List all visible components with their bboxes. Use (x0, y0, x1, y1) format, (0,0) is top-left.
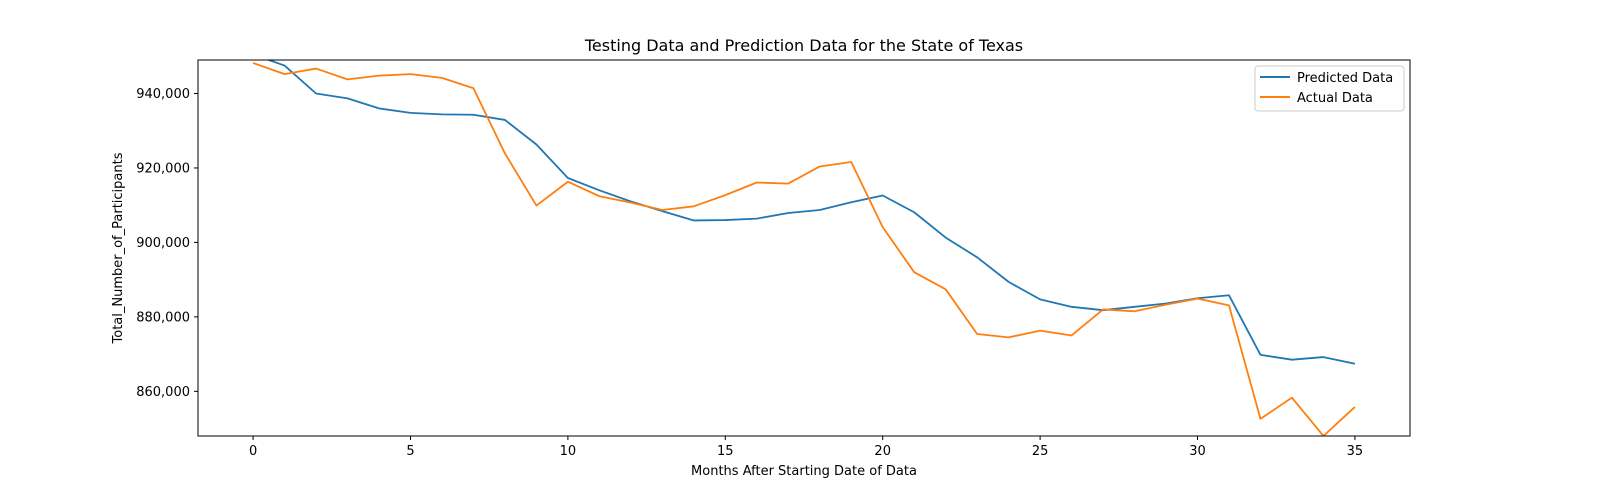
x-tick-label: 0 (249, 444, 257, 459)
legend-box (1254, 65, 1405, 112)
legend: Predicted Data Actual Data (1254, 65, 1405, 112)
x-tick-label: 15 (717, 444, 734, 459)
chart-title: Testing Data and Prediction Data for the… (584, 36, 1023, 55)
x-axis-label: Months After Starting Date of Data (691, 464, 917, 479)
y-axis: 860,000 880,000 900,000 920,000 940,000 (136, 87, 198, 400)
x-tick-label: 10 (560, 444, 577, 459)
y-axis-label: Total_Number_of_Participants (111, 152, 126, 344)
y-tick-label: 920,000 (136, 161, 190, 176)
x-axis: 0 5 10 15 20 25 30 35 (249, 436, 1363, 459)
x-tick-label: 30 (1189, 444, 1206, 459)
legend-label-actual: Actual Data (1297, 91, 1373, 106)
series-line-actual (252, 62, 1356, 436)
x-tick-label: 25 (1032, 444, 1049, 459)
series-layer (252, 60, 1356, 436)
plot-frame (197, 59, 1411, 437)
x-tick-label: 35 (1347, 444, 1364, 459)
legend-label-predicted: Predicted Data (1297, 71, 1393, 86)
y-tick-label: 900,000 (136, 236, 190, 251)
x-tick-label: 20 (874, 444, 891, 459)
y-tick-label: 860,000 (136, 385, 190, 400)
series-line-predicted (266, 60, 1356, 365)
y-tick-label: 940,000 (136, 87, 190, 102)
x-tick-label: 5 (406, 444, 414, 459)
y-tick-label: 880,000 (136, 310, 190, 325)
